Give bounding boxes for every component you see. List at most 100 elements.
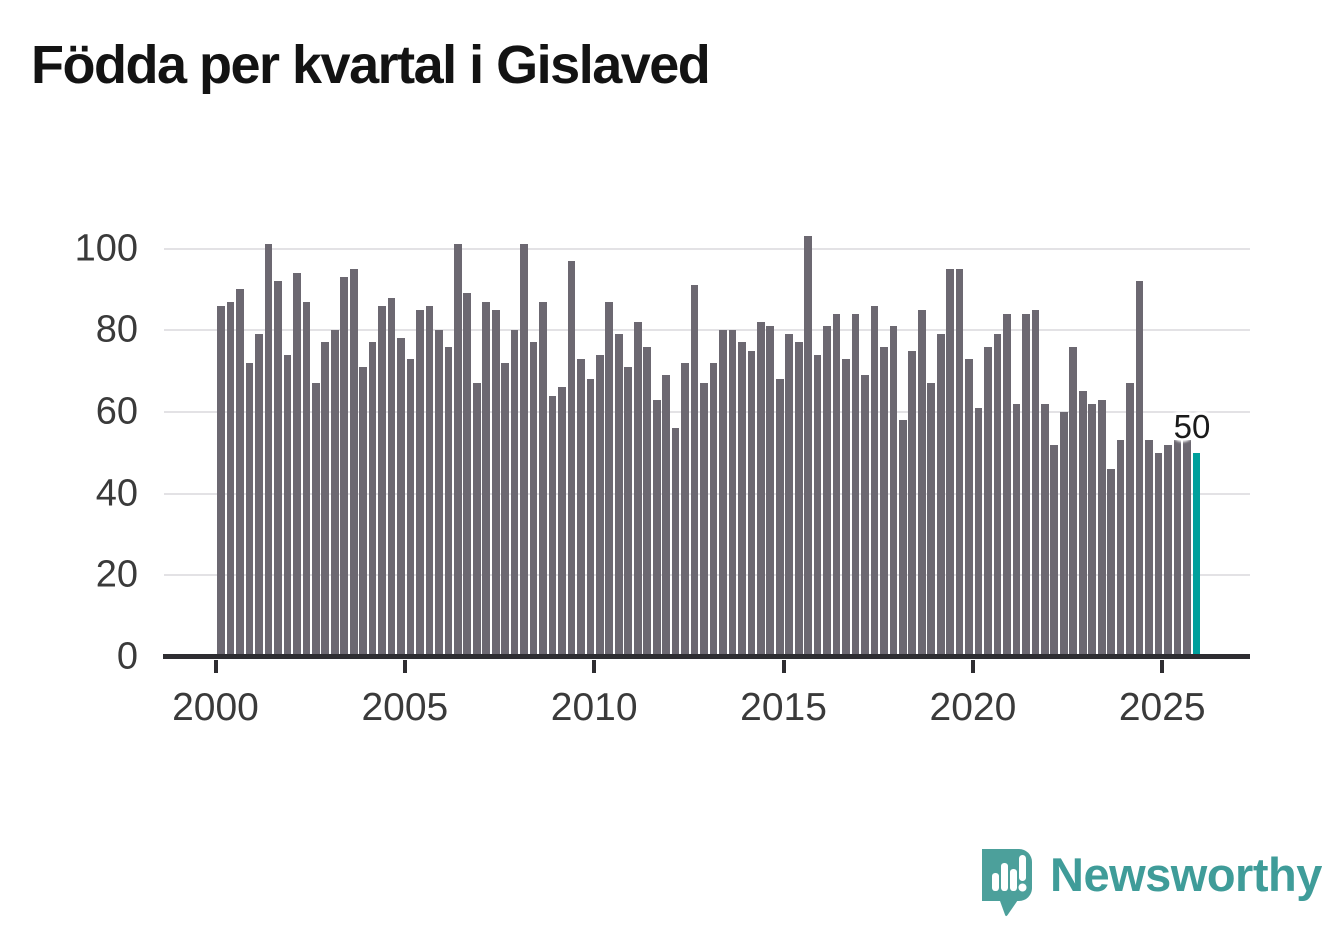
bar bbox=[728, 330, 737, 657]
bar bbox=[690, 285, 699, 657]
bar bbox=[747, 350, 756, 657]
bar bbox=[1078, 391, 1087, 657]
bar bbox=[681, 362, 689, 657]
bar bbox=[936, 334, 945, 657]
bar bbox=[624, 366, 633, 657]
bar bbox=[785, 334, 794, 657]
bar bbox=[1031, 309, 1040, 657]
bar bbox=[463, 293, 472, 657]
bar bbox=[1069, 346, 1078, 657]
x-axis-tick bbox=[592, 660, 597, 673]
bar bbox=[870, 305, 879, 657]
bar bbox=[984, 346, 992, 657]
bar bbox=[1003, 313, 1011, 657]
x-axis-tick-label: 2010 bbox=[550, 686, 638, 729]
bar bbox=[823, 326, 831, 657]
brand-name: Newsworthy bbox=[1050, 848, 1322, 901]
bar bbox=[813, 354, 822, 657]
bar bbox=[491, 309, 500, 657]
bar bbox=[1059, 411, 1068, 657]
bar bbox=[851, 313, 860, 657]
bar bbox=[719, 330, 727, 657]
bar bbox=[756, 322, 765, 657]
bar bbox=[1145, 440, 1153, 657]
bar bbox=[255, 334, 263, 657]
bar bbox=[510, 330, 519, 657]
bar bbox=[330, 330, 339, 657]
newsworthy-speech-bubble-bar-chart-icon bbox=[982, 849, 1032, 917]
bar bbox=[766, 326, 775, 657]
bar bbox=[804, 236, 812, 657]
bar bbox=[965, 358, 973, 657]
x-axis-tick bbox=[213, 660, 218, 673]
bar bbox=[245, 362, 254, 657]
bar bbox=[643, 346, 652, 657]
bar bbox=[501, 362, 510, 657]
y-axis-tick-label: 40 bbox=[95, 472, 138, 515]
x-axis-tick bbox=[970, 660, 975, 673]
x-axis-tick bbox=[781, 660, 786, 673]
bar bbox=[955, 268, 964, 657]
bar bbox=[387, 297, 396, 657]
bar bbox=[293, 273, 301, 657]
bar bbox=[482, 301, 491, 657]
bar bbox=[1050, 444, 1059, 657]
x-axis-tick-label: 2020 bbox=[929, 686, 1017, 729]
bar bbox=[454, 244, 462, 657]
bar bbox=[614, 334, 623, 657]
y-gridline bbox=[164, 329, 1250, 332]
bar bbox=[832, 313, 841, 657]
bar bbox=[359, 366, 367, 657]
last-value-label: 50 bbox=[1173, 408, 1211, 445]
y-axis-tick-label: 0 bbox=[116, 635, 138, 678]
bar bbox=[264, 244, 273, 657]
bar bbox=[927, 383, 936, 657]
y-gridline bbox=[164, 247, 1250, 250]
bar bbox=[794, 342, 803, 657]
bar bbox=[662, 375, 670, 657]
bar bbox=[1116, 440, 1125, 657]
x-axis-tick-label: 2005 bbox=[361, 686, 449, 729]
y-axis-tick-label: 80 bbox=[95, 308, 138, 351]
bar bbox=[283, 354, 292, 657]
bar bbox=[378, 305, 386, 657]
x-axis-line bbox=[163, 654, 1250, 659]
bar bbox=[1012, 403, 1021, 657]
bar bbox=[775, 379, 784, 657]
bar bbox=[236, 289, 244, 657]
bar bbox=[1097, 399, 1106, 657]
bar bbox=[558, 387, 566, 657]
x-axis-tick-label: 2025 bbox=[1118, 686, 1206, 729]
bar bbox=[974, 407, 983, 657]
bar bbox=[1126, 383, 1134, 657]
bar bbox=[738, 342, 746, 657]
bar bbox=[842, 358, 850, 657]
bar bbox=[1164, 444, 1172, 657]
bar bbox=[861, 375, 869, 657]
bar bbox=[908, 350, 917, 657]
bar bbox=[1022, 313, 1030, 657]
bar bbox=[596, 354, 604, 657]
x-axis-tick bbox=[402, 660, 407, 673]
bar bbox=[605, 301, 614, 657]
bar bbox=[1183, 440, 1191, 657]
chart-title: Födda per kvartal i Gislaved bbox=[31, 35, 711, 95]
bar bbox=[226, 301, 235, 657]
bar bbox=[1088, 403, 1097, 657]
bar bbox=[548, 395, 557, 657]
y-axis-tick-label: 60 bbox=[95, 390, 138, 433]
bar bbox=[880, 346, 888, 657]
bar bbox=[671, 428, 680, 657]
newsworthy-logo: Newsworthy bbox=[982, 849, 1322, 917]
bar bbox=[709, 362, 718, 657]
bar bbox=[529, 342, 538, 657]
bar bbox=[520, 244, 528, 657]
bar bbox=[444, 346, 453, 657]
bar bbox=[586, 379, 595, 657]
y-axis-tick-label: 20 bbox=[95, 553, 138, 596]
x-axis-tick bbox=[1160, 660, 1165, 673]
bar bbox=[633, 322, 642, 657]
bar bbox=[368, 342, 377, 657]
bar bbox=[302, 301, 311, 657]
